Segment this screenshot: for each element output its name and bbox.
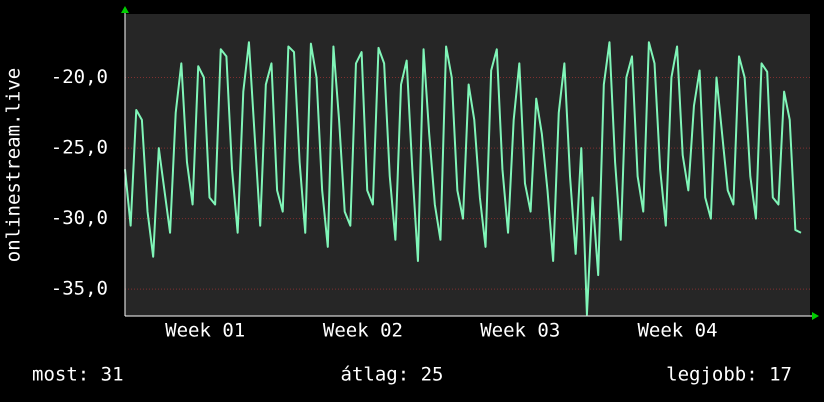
footer-current: most: 31: [32, 364, 124, 386]
y-tick-label: -30,0: [51, 207, 108, 229]
y-tick-label: -20,0: [51, 66, 108, 88]
footer-best: legjobb: 17: [666, 364, 792, 386]
footer-average: átlag: 25: [341, 364, 444, 386]
y-tick-label: -35,0: [51, 278, 108, 300]
x-tick-label: Week 03: [480, 320, 560, 342]
y-axis-label: onlinestream.live: [3, 68, 25, 262]
y-arrow: [121, 6, 129, 13]
plot-area: [125, 14, 810, 316]
y-tick-label: -25,0: [51, 137, 108, 159]
x-tick-label: Week 04: [637, 320, 717, 342]
data-line: [124, 41, 802, 316]
x-tick-label: Week 01: [165, 320, 245, 342]
x-arrow: [812, 312, 819, 320]
x-tick-label: Week 02: [323, 320, 403, 342]
